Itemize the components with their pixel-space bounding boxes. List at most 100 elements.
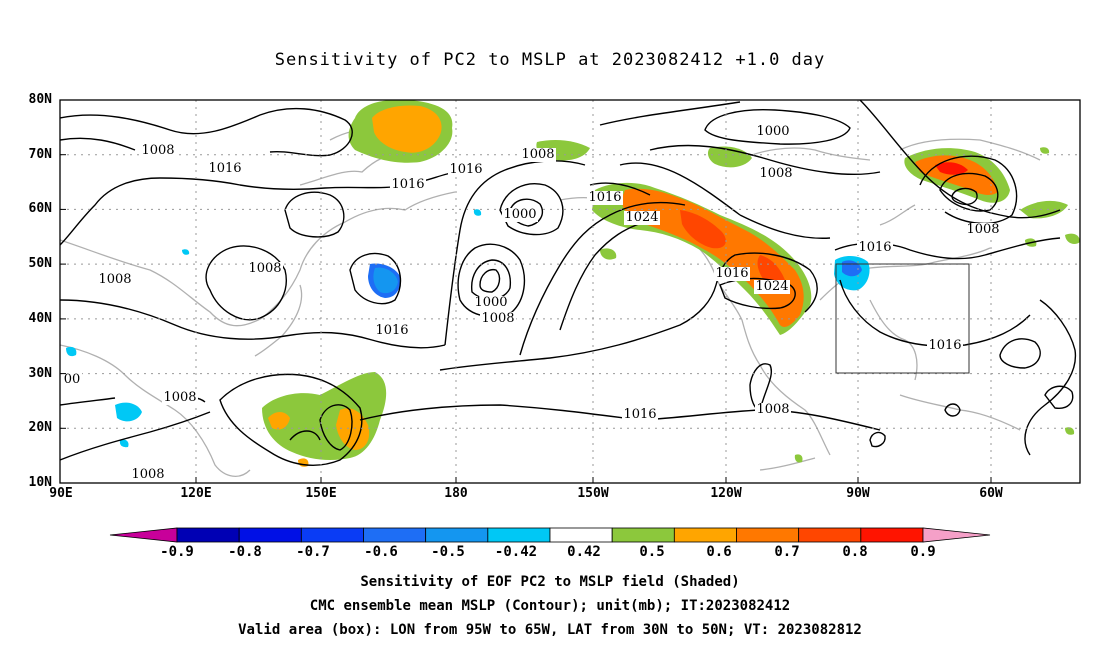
contour-label-bg (520, 148, 556, 162)
coastlines (60, 128, 1041, 477)
contour-label: 1024 (625, 210, 658, 225)
lon-label-150e: 150E (305, 486, 337, 501)
lat-label-60n: 60N (28, 201, 52, 216)
lon-label-90e: 90E (49, 486, 73, 501)
lat-label-70n: 70N (28, 147, 52, 162)
lat-label-80n: 80N (28, 92, 52, 107)
contour-label-bg (390, 178, 426, 192)
lon-label-150w: 150W (577, 486, 609, 501)
contour-label-bg (473, 296, 509, 310)
contour-label-bg (927, 339, 963, 353)
colorbar-label-neg0.6: -0.6 (364, 544, 398, 560)
contour-label-bg (857, 241, 893, 255)
caption-line-1: Sensitivity of EOF PC2 to MSLP field (Sh… (360, 574, 740, 590)
colorbar-segment (300, 527, 364, 543)
contour-label: 1008 (966, 222, 999, 237)
colorbar-label-0.6: 0.6 (706, 544, 732, 560)
contour-label-bg (965, 223, 1001, 237)
contour-label: 00 (64, 372, 81, 387)
lon-label-180: 180 (444, 486, 468, 501)
lat-label-10n: 10N (28, 475, 52, 490)
contour-label-bg (480, 312, 516, 326)
contour-label: 1016 (375, 323, 408, 338)
lon-label-120e: 120E (180, 486, 212, 501)
contour-label: 1016 (858, 240, 891, 255)
contour-label: 1016 (588, 190, 621, 205)
contour-label-bg (754, 280, 790, 294)
contour-label: 1016 (208, 161, 241, 176)
contour-label: 1008 (481, 311, 514, 326)
contour-label: 1000 (503, 207, 536, 222)
contour-label: 1008 (248, 261, 281, 276)
colorbar-segment (425, 527, 489, 543)
contour-label: 1008 (521, 147, 554, 162)
contour-label-bg (622, 408, 658, 422)
lat-label-40n: 40N (28, 311, 52, 326)
contour-label: 1008 (756, 402, 789, 417)
colorbar-label-neg0.7: -0.7 (296, 544, 330, 560)
contour-label: 1016 (391, 177, 424, 192)
contour-label-bg (758, 167, 794, 181)
lon-label-90w: 90W (846, 486, 870, 501)
contour-label-bg (247, 262, 283, 276)
colorbar-label-neg0.5: -0.5 (431, 544, 465, 560)
contour-label-bg (448, 163, 484, 177)
contour-label: 1008 (131, 467, 164, 482)
caption-line-2: CMC ensemble mean MSLP (Contour); unit(m… (309, 598, 791, 614)
contour-label-bg (130, 468, 166, 482)
contour-label-bg (624, 211, 660, 225)
colorbar-arrow-low (109, 527, 178, 543)
contour-label-bg (587, 191, 623, 205)
lat-label-50n: 50N (28, 256, 52, 271)
contour-label-bg (755, 125, 791, 139)
contour-label: 1016 (623, 407, 656, 422)
colorbar-segment (176, 527, 240, 543)
colorbar-segment (860, 527, 924, 543)
contour-label: 1016 (715, 266, 748, 281)
contour-label-bg (97, 273, 133, 287)
colorbar-segment (363, 527, 427, 543)
contour-label-bg (714, 267, 750, 281)
contour-label-bg (207, 162, 243, 176)
colorbar-segment (238, 527, 302, 543)
contour-label-bg (374, 324, 410, 338)
mslp-contours (60, 100, 1077, 466)
contour-label-bg (62, 373, 82, 387)
colorbar-segment (549, 527, 613, 543)
colorbar-segment (798, 527, 862, 543)
colorbar-segment (611, 527, 675, 543)
contour-label: 1008 (759, 166, 792, 181)
contour-label: 1008 (163, 390, 196, 405)
valid-area-box (835, 263, 970, 374)
colorbar-label-0.42: 0.42 (567, 544, 601, 560)
contour-labels: 1008101610161008100810161008100010081016… (62, 124, 1001, 482)
colorbar-arrow-high (922, 527, 991, 543)
contour-label: 1008 (98, 272, 131, 287)
contour-label: 1024 (755, 279, 788, 294)
colorbar-label-neg0.8: -0.8 (228, 544, 262, 560)
map-frame (59, 99, 1081, 484)
caption-line-3: Valid area (box): LON from 95W to 65W, L… (238, 622, 862, 638)
lon-label-120w: 120W (710, 486, 742, 501)
contour-label-bg (502, 208, 538, 222)
contour-label-bg (140, 144, 176, 158)
contour-label: 1008 (141, 143, 174, 158)
colorbar-label-0.5: 0.5 (639, 544, 665, 560)
colorbar-label-0.7: 0.7 (774, 544, 800, 560)
colorbar-segment (487, 527, 551, 543)
map-title: Sensitivity of PC2 to MSLP at 2023082412… (274, 50, 826, 70)
colorbar-label-0.9: 0.9 (910, 544, 936, 560)
colorbar-segment (673, 527, 737, 543)
colorbar (109, 527, 991, 543)
colorbar-label-0.8: 0.8 (842, 544, 868, 560)
lon-label-60w: 60W (979, 486, 1003, 501)
contour-label: 1016 (449, 162, 482, 177)
contour-label: 1000 (474, 295, 507, 310)
colorbar-label-neg0.42: -0.42 (494, 544, 538, 560)
lat-label-20n: 20N (28, 420, 52, 435)
contour-label-bg (755, 403, 791, 417)
colorbar-segment (736, 527, 800, 543)
contour-label-bg (162, 391, 198, 405)
lat-label-30n: 30N (28, 366, 52, 381)
